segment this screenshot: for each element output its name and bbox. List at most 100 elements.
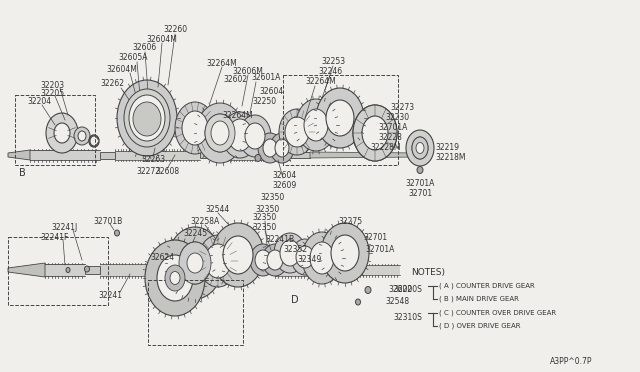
Ellipse shape xyxy=(182,111,208,145)
Ellipse shape xyxy=(198,235,238,287)
Ellipse shape xyxy=(165,265,185,291)
Text: 32604: 32604 xyxy=(260,87,284,96)
Ellipse shape xyxy=(263,139,277,157)
Ellipse shape xyxy=(245,123,265,149)
Bar xyxy=(148,280,243,345)
Ellipse shape xyxy=(211,121,229,145)
Text: B: B xyxy=(19,168,26,178)
Text: 32350: 32350 xyxy=(256,205,280,215)
Text: 32258A: 32258A xyxy=(190,217,220,225)
Bar xyxy=(8,237,108,305)
Bar xyxy=(30,150,100,160)
Text: 32701A: 32701A xyxy=(365,246,395,254)
Polygon shape xyxy=(8,263,45,277)
Text: 32275: 32275 xyxy=(338,218,362,227)
Text: 32605A: 32605A xyxy=(118,54,148,62)
Ellipse shape xyxy=(285,117,309,147)
Text: 32310S: 32310S xyxy=(393,312,422,321)
Ellipse shape xyxy=(270,133,294,163)
Text: 32701A: 32701A xyxy=(378,124,408,132)
Text: 32228: 32228 xyxy=(378,134,402,142)
Text: 32544: 32544 xyxy=(206,205,230,215)
Text: 32203: 32203 xyxy=(40,80,64,90)
Text: 32272: 32272 xyxy=(136,167,160,176)
Polygon shape xyxy=(310,152,420,158)
Bar xyxy=(360,265,400,275)
Ellipse shape xyxy=(222,112,258,158)
Ellipse shape xyxy=(133,102,161,136)
Text: 32273: 32273 xyxy=(390,103,414,112)
Ellipse shape xyxy=(187,253,203,273)
Ellipse shape xyxy=(291,239,319,275)
Text: 32230: 32230 xyxy=(385,113,409,122)
Ellipse shape xyxy=(170,272,180,285)
Text: 32241: 32241 xyxy=(98,291,122,299)
Text: 32350: 32350 xyxy=(261,193,285,202)
Text: 32219: 32219 xyxy=(435,144,459,153)
Text: 32352: 32352 xyxy=(283,246,307,254)
Text: 32624: 32624 xyxy=(150,253,174,263)
Ellipse shape xyxy=(365,286,371,294)
Ellipse shape xyxy=(362,116,388,150)
Text: 32200S: 32200S xyxy=(393,285,422,295)
Bar xyxy=(15,95,95,165)
Text: ( C ) COUNTER OVER DRIVE GEAR: ( C ) COUNTER OVER DRIVE GEAR xyxy=(439,310,556,316)
Text: 32246: 32246 xyxy=(318,67,342,76)
Ellipse shape xyxy=(355,299,360,305)
Ellipse shape xyxy=(296,246,314,268)
Text: 32205: 32205 xyxy=(40,89,64,97)
Text: ( B ) MAIN DRIVE GEAR: ( B ) MAIN DRIVE GEAR xyxy=(439,296,519,302)
Text: 32701A: 32701A xyxy=(405,179,435,187)
Ellipse shape xyxy=(304,109,328,141)
Ellipse shape xyxy=(129,95,165,141)
Text: 32264M: 32264M xyxy=(207,58,237,67)
Text: 32602: 32602 xyxy=(223,76,247,84)
Ellipse shape xyxy=(157,255,193,301)
Bar xyxy=(115,151,200,160)
Ellipse shape xyxy=(205,114,235,152)
Ellipse shape xyxy=(275,139,289,157)
Text: 32701: 32701 xyxy=(408,189,432,198)
Text: NOTES): NOTES) xyxy=(411,267,445,276)
Bar xyxy=(290,152,310,158)
Ellipse shape xyxy=(228,119,252,151)
Text: 32263: 32263 xyxy=(141,155,165,164)
Text: ( D ) OVER DRIVE GEAR: ( D ) OVER DRIVE GEAR xyxy=(439,323,520,329)
Ellipse shape xyxy=(84,266,90,272)
Text: 32260: 32260 xyxy=(163,26,187,35)
Bar xyxy=(100,264,170,276)
Ellipse shape xyxy=(66,267,70,273)
Ellipse shape xyxy=(223,236,253,274)
Ellipse shape xyxy=(262,244,288,276)
Ellipse shape xyxy=(115,230,120,236)
Text: 32264M: 32264M xyxy=(223,112,253,121)
Ellipse shape xyxy=(353,105,397,161)
Ellipse shape xyxy=(321,223,369,283)
Ellipse shape xyxy=(412,137,428,159)
Ellipse shape xyxy=(316,88,364,148)
Ellipse shape xyxy=(205,244,231,278)
Ellipse shape xyxy=(331,235,359,271)
Ellipse shape xyxy=(167,227,223,299)
Bar xyxy=(185,264,255,276)
Ellipse shape xyxy=(175,102,215,154)
Text: 32604: 32604 xyxy=(273,170,297,180)
Bar xyxy=(200,152,215,158)
Ellipse shape xyxy=(74,127,90,145)
Ellipse shape xyxy=(124,89,170,147)
Ellipse shape xyxy=(212,223,264,287)
Ellipse shape xyxy=(326,100,354,136)
Ellipse shape xyxy=(296,99,336,151)
Text: 32241F: 32241F xyxy=(41,232,69,241)
Bar xyxy=(275,264,340,276)
Ellipse shape xyxy=(258,133,282,163)
Ellipse shape xyxy=(353,105,397,161)
Text: 32241J: 32241J xyxy=(52,222,78,231)
Text: 32350: 32350 xyxy=(253,214,277,222)
Text: 32701: 32701 xyxy=(363,232,387,241)
Ellipse shape xyxy=(205,114,235,152)
Ellipse shape xyxy=(255,154,261,161)
Text: 32609: 32609 xyxy=(273,180,297,189)
Text: D: D xyxy=(291,295,299,305)
Text: ( A ) COUNTER DRIVE GEAR: ( A ) COUNTER DRIVE GEAR xyxy=(439,283,535,289)
